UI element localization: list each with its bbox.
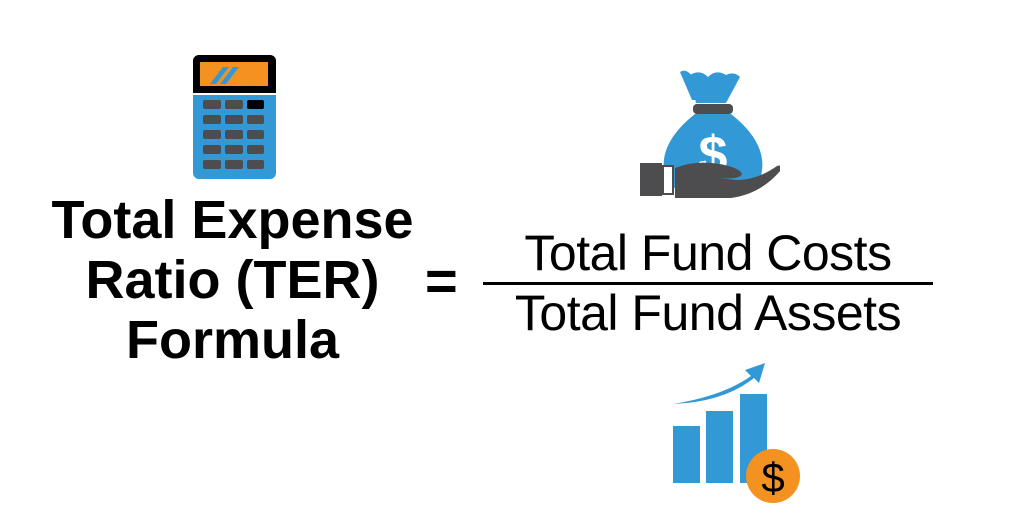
- fraction-bar: [483, 282, 933, 285]
- formula-title: Total Expense Ratio (TER) Formula: [30, 190, 435, 370]
- svg-text:$: $: [761, 454, 784, 501]
- growth-chart-dollar-icon: $: [673, 363, 800, 503]
- equals-sign: =: [425, 249, 458, 312]
- money-bag-in-hand-icon: $: [640, 70, 780, 198]
- numerator: Total Fund Costs: [524, 225, 892, 281]
- title-line-2: Ratio (TER): [85, 250, 380, 310]
- denominator: Total Fund Assets: [514, 285, 902, 341]
- title-line-1: Total Expense: [51, 190, 414, 250]
- calculator-icon: [193, 55, 276, 179]
- title-line-3: Formula: [125, 310, 340, 370]
